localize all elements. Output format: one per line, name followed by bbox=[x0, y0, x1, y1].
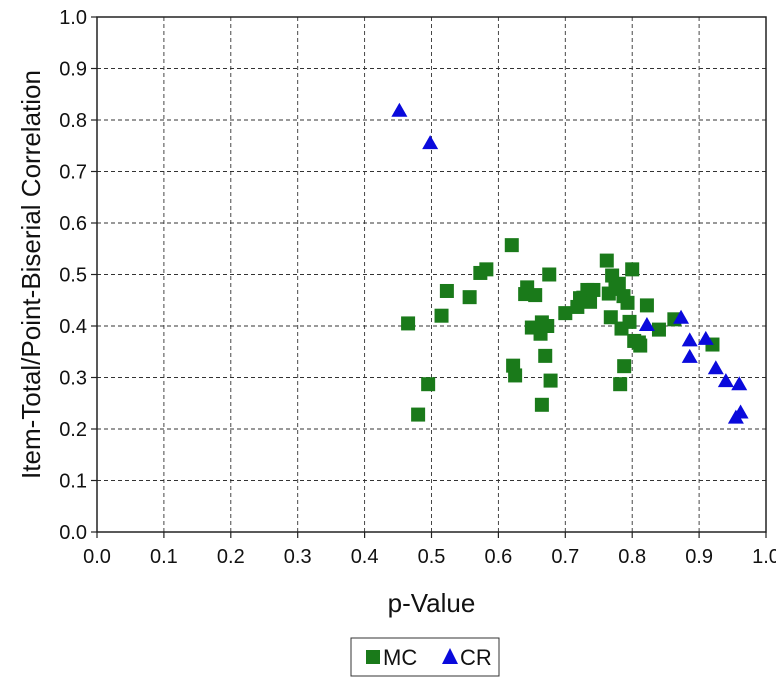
y-tick-label: 0.1 bbox=[59, 471, 87, 493]
cr-point bbox=[673, 309, 690, 324]
legend-cr-marker bbox=[442, 648, 458, 664]
y-tick-label: 0.7 bbox=[59, 162, 87, 184]
legend-mc-label: MC bbox=[383, 645, 417, 670]
x-tick-label: 0.9 bbox=[685, 546, 713, 568]
mc-point bbox=[540, 319, 555, 333]
cr-point bbox=[681, 348, 698, 363]
y-axis-title: Item-Total/Point-Biserial Correlation bbox=[16, 70, 46, 479]
mc-point bbox=[401, 316, 416, 331]
mc-point bbox=[639, 298, 654, 313]
mc-point bbox=[611, 276, 626, 291]
data-points bbox=[391, 102, 749, 424]
cr-point bbox=[697, 330, 714, 345]
x-tick-label: 0.8 bbox=[618, 546, 646, 568]
x-tick-label: 0.6 bbox=[484, 546, 512, 568]
mc-point bbox=[479, 262, 494, 277]
y-tick-label: 0.9 bbox=[59, 59, 87, 81]
mc-point bbox=[462, 290, 477, 305]
mc-point bbox=[538, 348, 553, 363]
cr-point bbox=[731, 376, 748, 391]
x-tick-label: 0.4 bbox=[351, 546, 379, 568]
mc-point bbox=[504, 238, 519, 253]
y-tick-label: 1.0 bbox=[59, 7, 87, 29]
cr-point bbox=[422, 135, 439, 150]
legend: MC CR bbox=[350, 637, 500, 677]
mc-point bbox=[583, 294, 598, 309]
mc-point bbox=[543, 373, 558, 388]
legend-mc-marker bbox=[366, 650, 380, 664]
x-tick-label: 0.0 bbox=[83, 546, 111, 568]
mc-point bbox=[534, 397, 549, 412]
series-mc bbox=[401, 238, 720, 422]
cr-point bbox=[732, 404, 749, 419]
cr-point bbox=[638, 316, 655, 331]
mc-point bbox=[508, 368, 523, 383]
cr-point bbox=[717, 373, 734, 388]
x-axis-ticks: 0.0 0.1 0.2 0.3 0.4 0.5 0.6 0.7 0.8 0.9 1.0 bbox=[83, 532, 776, 568]
mc-point bbox=[613, 377, 628, 392]
mc-point bbox=[651, 322, 666, 337]
y-tick-label: 0.3 bbox=[59, 368, 87, 390]
mc-point bbox=[411, 407, 426, 422]
mc-point bbox=[542, 267, 557, 282]
y-tick-label: 0.0 bbox=[59, 522, 87, 544]
mc-point bbox=[603, 310, 618, 325]
y-tick-label: 0.2 bbox=[59, 419, 87, 441]
mc-point bbox=[434, 308, 449, 323]
mc-point bbox=[617, 359, 632, 374]
y-tick-label: 0.5 bbox=[59, 265, 87, 287]
grid bbox=[96, 16, 767, 533]
mc-point bbox=[586, 282, 601, 297]
x-tick-label: 0.3 bbox=[284, 546, 312, 568]
x-tick-label: 0.1 bbox=[150, 546, 178, 568]
mc-point bbox=[558, 306, 573, 321]
mc-point bbox=[620, 295, 635, 310]
x-tick-label: 0.7 bbox=[551, 546, 579, 568]
x-tick-label: 0.2 bbox=[217, 546, 245, 568]
x-axis-title: p-Value bbox=[388, 588, 476, 618]
cr-point bbox=[707, 360, 724, 375]
cr-point bbox=[391, 102, 408, 117]
x-tick-label: 0.5 bbox=[418, 546, 446, 568]
cr-point bbox=[681, 332, 698, 347]
y-tick-label: 0.8 bbox=[59, 110, 87, 132]
mc-point bbox=[528, 288, 543, 303]
mc-point bbox=[625, 262, 640, 277]
mc-point bbox=[622, 314, 637, 329]
legend-cr-label: CR bbox=[460, 645, 492, 670]
y-tick-label: 0.4 bbox=[59, 316, 87, 338]
y-axis-ticks: 0.0 0.1 0.2 0.3 0.4 0.5 0.6 0.7 0.8 0.9 1.0 bbox=[59, 7, 97, 544]
mc-point bbox=[439, 283, 454, 298]
mc-point bbox=[421, 377, 436, 392]
y-tick-label: 0.6 bbox=[59, 213, 87, 235]
mc-point bbox=[599, 253, 614, 268]
mc-point bbox=[633, 338, 648, 353]
series-cr bbox=[391, 102, 749, 424]
x-tick-label: 1.0 bbox=[752, 546, 776, 568]
